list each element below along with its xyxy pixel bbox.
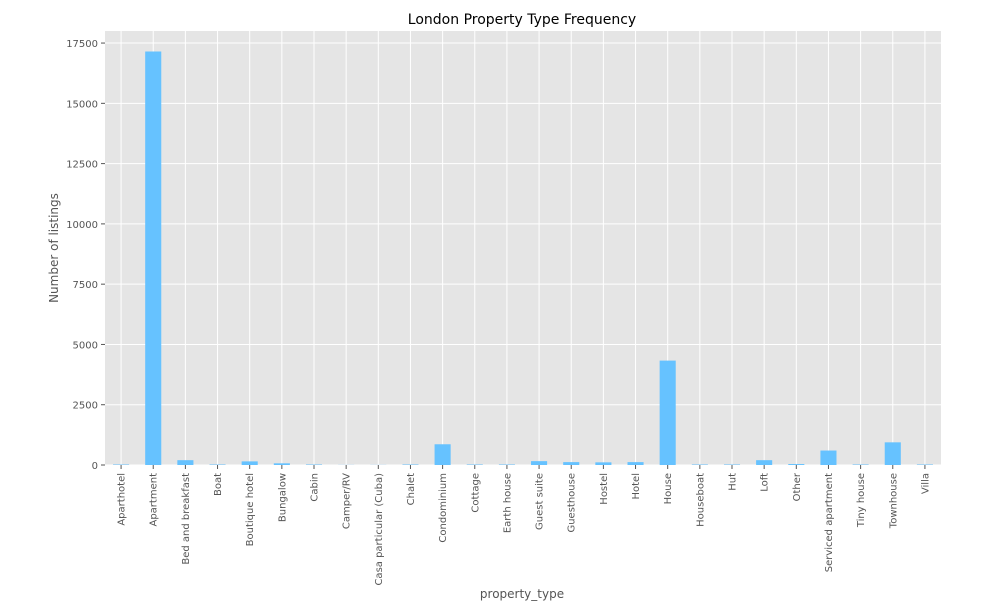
y-ticks: 0 2500 5000 7500 10000 12500 15000 17500 [66, 39, 105, 472]
x-tick-label: Villa [920, 473, 931, 494]
x-tick-label: Condominium [438, 473, 449, 543]
x-tick-label: Cabin [310, 473, 321, 502]
bar [820, 451, 836, 465]
x-tick-label: Tiny house [856, 473, 867, 528]
bar [788, 464, 804, 465]
y-tick-label: 10000 [66, 220, 98, 231]
x-tick-label: Boat [213, 473, 224, 496]
y-tick-label: 7500 [73, 280, 98, 291]
x-tick-label: Cottage [470, 473, 481, 513]
x-tick-label: Hut [728, 473, 739, 491]
bar [885, 442, 901, 465]
bar [660, 361, 676, 465]
x-tick-label: Hotel [631, 473, 642, 500]
y-tick-label: 17500 [66, 39, 98, 50]
bar [242, 461, 258, 465]
bar [531, 461, 547, 465]
bar [595, 462, 611, 465]
x-tick-label: Loft [760, 473, 771, 492]
x-tick-label: Camper/RV [342, 473, 353, 529]
y-axis-label: Number of listings [47, 193, 61, 303]
y-tick-label: 0 [92, 461, 98, 472]
x-tick-label: Aparthotel [117, 473, 128, 526]
y-tick-label: 12500 [66, 160, 98, 171]
x-tick-label: Boutique hotel [245, 473, 256, 546]
x-tick-label: Bungalow [277, 473, 288, 522]
x-tick-label: Houseboat [695, 473, 706, 527]
x-axis-label: property_type [480, 587, 564, 601]
y-tick-label: 5000 [73, 340, 98, 351]
x-tick-label: House [663, 473, 674, 504]
y-tick-label: 2500 [73, 401, 98, 412]
x-tick-label: Serviced apartment [824, 473, 835, 572]
x-tick-label: Guesthouse [567, 473, 578, 533]
x-tick-label: Apartment [149, 473, 160, 527]
x-tick-label: Guest suite [535, 473, 546, 530]
x-tick-label: Earth house [502, 473, 513, 533]
x-tick-label: Casa particular (Cuba) [374, 473, 385, 586]
bar [274, 463, 290, 465]
y-tick-label: 15000 [66, 99, 98, 110]
bar [435, 444, 451, 465]
x-ticks: Aparthotel Apartment Bed and breakfast Boat… [117, 465, 932, 586]
x-tick-label: Other [792, 472, 803, 501]
bar [563, 462, 579, 465]
plot-background [105, 31, 941, 465]
bar [756, 460, 772, 465]
bar [145, 51, 161, 465]
x-tick-label: Bed and breakfast [181, 473, 192, 565]
chart-title: London Property Type Frequency [408, 12, 636, 28]
bar [628, 462, 644, 465]
bar [177, 460, 193, 465]
x-tick-label: Townhouse [888, 473, 899, 529]
x-tick-label: Chalet [406, 473, 417, 505]
x-tick-label: Hostel [599, 473, 610, 505]
